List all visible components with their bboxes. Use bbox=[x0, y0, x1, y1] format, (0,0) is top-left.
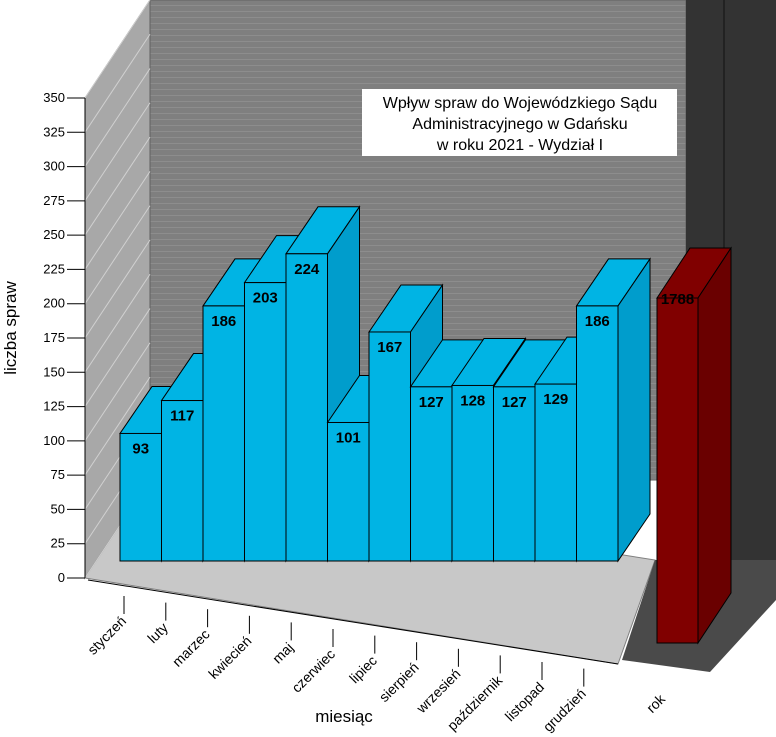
chart-title-line: Administracyjnego w Gdańsku bbox=[412, 116, 627, 133]
y-gridline bbox=[84, 171, 151, 270]
total-bar-side bbox=[697, 246, 732, 645]
x-tick-label: listopad bbox=[502, 679, 547, 724]
x-tick-label: sierpień bbox=[376, 659, 422, 705]
y-gridline bbox=[84, 239, 151, 339]
x-tick-label: grudzień bbox=[540, 685, 589, 734]
bar-6 bbox=[327, 421, 370, 562]
bar-9 bbox=[451, 384, 494, 562]
data-label: 127 bbox=[419, 394, 444, 411]
y-tick-label: 350 bbox=[43, 90, 65, 105]
y-gridline bbox=[84, 205, 151, 304]
y-tick-label: 0 bbox=[58, 570, 65, 585]
y-tick-label: 175 bbox=[43, 330, 65, 345]
bar-11 bbox=[534, 383, 577, 562]
y-tick-label: 200 bbox=[43, 296, 65, 311]
y-gridline bbox=[84, 136, 151, 236]
data-label: 129 bbox=[543, 391, 568, 408]
y-axis-title: liczba spraw bbox=[1, 281, 20, 375]
data-label: 127 bbox=[502, 394, 527, 411]
y-tick-label: 275 bbox=[43, 193, 65, 208]
y-tick-label: 75 bbox=[51, 467, 65, 482]
data-label: 167 bbox=[377, 339, 402, 356]
data-label: 203 bbox=[253, 290, 278, 307]
y-gridline bbox=[84, 376, 151, 476]
bars-group: 93 117 186 203 224 101 167 127 128 127 129 186 1788 bbox=[119, 205, 732, 645]
bar-12-side bbox=[617, 257, 651, 563]
data-label: 128 bbox=[460, 392, 485, 409]
y-tick-label: 225 bbox=[43, 261, 65, 276]
y-tick-label: 300 bbox=[43, 159, 65, 174]
bar-12 bbox=[576, 305, 619, 562]
x-axis-line bbox=[87, 579, 619, 665]
y-tick-label: 250 bbox=[43, 227, 65, 242]
y-tick-label: 325 bbox=[43, 124, 65, 139]
y-axis: 0 25 50 75 100 125 150 175 200 225 250 275 300 325 350… bbox=[1, 0, 151, 585]
x-tick-label: lipiec bbox=[346, 652, 380, 686]
bar-7 bbox=[368, 331, 411, 562]
data-label: 117 bbox=[170, 408, 194, 425]
bar-4 bbox=[244, 282, 287, 562]
data-label: 93 bbox=[132, 440, 149, 457]
x-axis-title: miesiąc bbox=[315, 707, 373, 726]
bar-3 bbox=[202, 305, 245, 562]
x-tick-label: marzec bbox=[169, 626, 213, 670]
total-bar bbox=[656, 297, 699, 644]
chart-title-line: Wpływ spraw do Wojewódzkiego Sądu bbox=[383, 95, 658, 112]
y-gridline bbox=[84, 342, 151, 442]
x-tick-label: czerwiec bbox=[288, 646, 338, 696]
y-gridline bbox=[84, 274, 151, 373]
bar-10 bbox=[493, 386, 536, 562]
y-tick-label: 125 bbox=[43, 399, 65, 414]
chart-title-line: w roku 2021 - Wydział I bbox=[436, 137, 603, 154]
title-background bbox=[362, 89, 677, 156]
y-gridline bbox=[84, 0, 151, 99]
y-tick-label: 50 bbox=[51, 501, 65, 516]
y-tick-label: 25 bbox=[51, 536, 65, 551]
y-gridline bbox=[84, 34, 151, 133]
x-tick-label: styczeń bbox=[84, 613, 129, 658]
bar-8 bbox=[410, 386, 453, 562]
data-label: 186 bbox=[585, 313, 610, 330]
x-tick-label: maj bbox=[269, 639, 296, 666]
x-tick-label-total: rok bbox=[643, 690, 669, 716]
y-gridline bbox=[84, 308, 151, 407]
data-label: 186 bbox=[211, 313, 236, 330]
y-tick-label: 150 bbox=[43, 364, 65, 379]
y-tick-label: 100 bbox=[43, 433, 65, 448]
data-label: 101 bbox=[336, 429, 361, 446]
bar-2 bbox=[161, 400, 204, 562]
y-gridline bbox=[84, 102, 151, 202]
total-data-label: 1788 bbox=[661, 291, 694, 308]
data-label: 224 bbox=[294, 261, 320, 278]
chart-title-box: Wpływ spraw do Wojewódzkiego Sądu Adminis… bbox=[362, 89, 677, 156]
x-tick-label: kwiecień bbox=[205, 633, 254, 682]
x-tick-label: luty bbox=[144, 619, 171, 646]
y-gridline bbox=[84, 68, 151, 167]
bar-5 bbox=[285, 253, 328, 562]
